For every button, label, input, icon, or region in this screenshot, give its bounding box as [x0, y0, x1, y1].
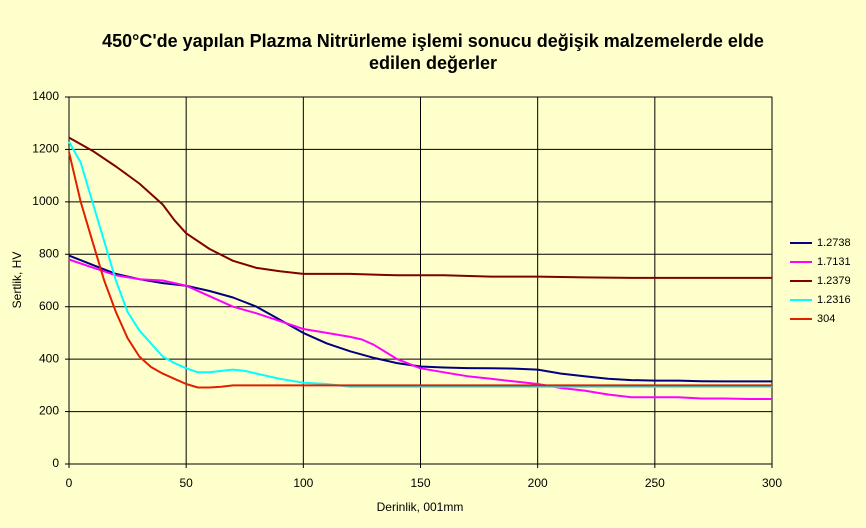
legend-label: 1.2316	[817, 294, 851, 306]
y-tick-label: 1200	[32, 142, 59, 156]
chart-title: edilen değerler	[369, 53, 497, 73]
y-tick-label: 600	[39, 299, 59, 313]
y-tick-label: 200	[39, 404, 59, 418]
y-tick-label: 800	[39, 246, 59, 260]
x-tick-label: 200	[528, 476, 548, 490]
legend-label: 1.2379	[817, 275, 851, 287]
y-tick-label: 400	[39, 351, 59, 365]
x-tick-label: 250	[645, 476, 665, 490]
x-tick-label: 150	[410, 476, 430, 490]
y-tick-label: 0	[52, 456, 59, 470]
series-line	[68, 141, 772, 388]
x-axis-label: Derinlik, 001mm	[377, 500, 464, 514]
series-line	[68, 151, 772, 389]
legend-label: 1.7131	[817, 256, 851, 268]
legend-label: 304	[817, 313, 835, 325]
series-line	[68, 136, 772, 279]
x-tick-label: 0	[66, 476, 73, 490]
x-tick-label: 300	[762, 476, 782, 490]
x-tick-label: 100	[293, 476, 313, 490]
y-tick-label: 1400	[32, 89, 59, 103]
chart-title: 450°C'de yapılan Plazma Nitrürleme işlem…	[102, 31, 764, 51]
x-tick-label: 50	[179, 476, 193, 490]
y-tick-label: 1000	[32, 194, 59, 208]
y-axis-label: Sertlik, HV	[10, 252, 24, 309]
series-line	[68, 258, 772, 400]
legend-label: 1.2738	[817, 237, 851, 249]
